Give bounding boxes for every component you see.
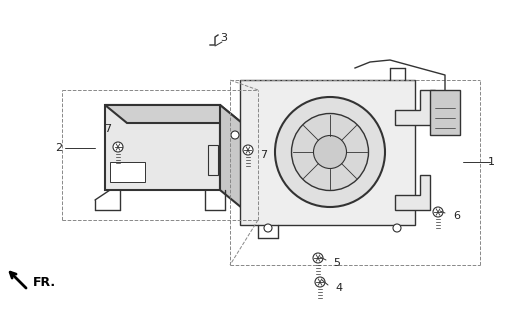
Bar bbox=[110, 162, 145, 182]
Circle shape bbox=[243, 145, 253, 155]
Circle shape bbox=[231, 131, 239, 139]
Circle shape bbox=[314, 135, 347, 169]
Bar bbox=[208, 145, 218, 175]
Polygon shape bbox=[240, 80, 415, 225]
Polygon shape bbox=[105, 105, 220, 190]
Circle shape bbox=[264, 224, 272, 232]
Circle shape bbox=[113, 142, 123, 152]
Text: 6: 6 bbox=[453, 211, 460, 221]
Text: 7: 7 bbox=[260, 150, 267, 160]
Text: 4: 4 bbox=[335, 283, 342, 293]
Circle shape bbox=[315, 277, 325, 287]
Text: 7: 7 bbox=[104, 124, 111, 134]
Polygon shape bbox=[105, 105, 242, 123]
Circle shape bbox=[275, 97, 385, 207]
Circle shape bbox=[433, 207, 443, 217]
Polygon shape bbox=[220, 105, 242, 208]
Circle shape bbox=[292, 114, 368, 190]
Text: FR.: FR. bbox=[33, 276, 56, 289]
Text: 1: 1 bbox=[488, 157, 495, 167]
Text: 3: 3 bbox=[220, 33, 227, 43]
Polygon shape bbox=[395, 175, 430, 210]
Text: 5: 5 bbox=[333, 258, 340, 268]
Circle shape bbox=[313, 253, 323, 263]
Circle shape bbox=[393, 224, 401, 232]
Text: 2: 2 bbox=[55, 143, 62, 153]
Bar bbox=[430, 90, 460, 135]
Polygon shape bbox=[395, 90, 435, 125]
